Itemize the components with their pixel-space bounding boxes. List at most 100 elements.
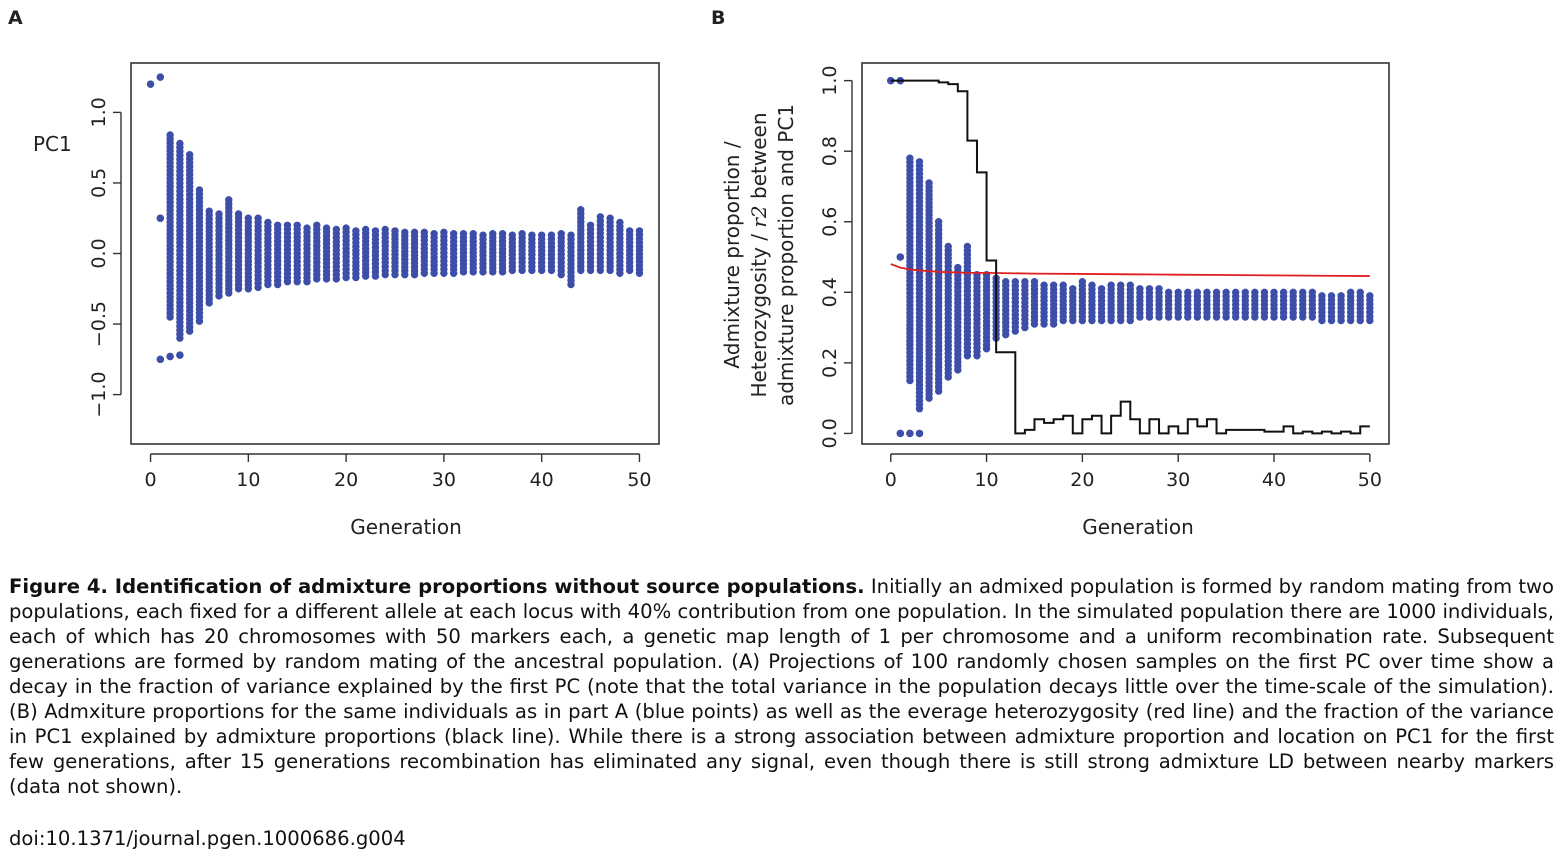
data-point [934,218,943,226]
x-tick-label: 50 [627,469,651,491]
data-point [1251,288,1259,297]
x-tick-label: 20 [334,469,358,491]
data-point [273,221,282,229]
data-point [156,355,165,364]
data-point [586,221,595,229]
x-tick-label: 0 [885,469,897,491]
panel-b-x-axis: 0 10 20 30 40 50 [885,453,1382,491]
data-point [1030,278,1039,286]
data-point [332,225,341,234]
panel-b-y-title-part-a: Heterozygosity / [747,228,771,398]
data-point [1059,281,1067,289]
data-point [440,228,448,237]
data-point [479,231,487,239]
data-point [944,242,952,251]
data-point [1299,288,1307,297]
data-point [381,225,389,234]
data-point [322,224,331,232]
data-point [1222,288,1230,297]
y-tick-label: 0.0 [88,238,110,268]
data-point [166,131,174,139]
data-point [459,230,468,238]
data-point [1049,281,1058,289]
data-point [469,230,477,238]
data-point [1346,288,1355,297]
data-point [1155,285,1163,293]
data-point [371,227,380,235]
data-point [567,231,575,239]
data-point [915,429,924,438]
data-point [963,242,972,251]
data-point [518,230,526,238]
data-point [264,218,272,227]
data-point [596,213,605,221]
data-point [1097,285,1106,293]
data-point [498,230,507,238]
data-point [1279,288,1288,297]
x-tick-label: 10 [974,469,998,491]
data-point [391,227,399,235]
y-tick-label: 0.6 [819,207,841,237]
panel-b-points [887,76,1374,438]
data-point [1356,288,1364,297]
data-point [925,179,933,187]
data-point [185,151,194,159]
panel-b-y-title-part-b: between [747,112,771,205]
data-point [537,231,546,239]
data-point [547,231,556,239]
data-point [1174,288,1182,297]
panel-b-y-title-line-3: admixture proportion and PC1 [774,104,798,406]
data-point [1212,288,1221,297]
heterozygosity-line [890,263,1370,277]
data-point [352,227,360,235]
data-point [342,224,350,232]
data-point [577,206,585,214]
r2-step-line [890,79,1370,435]
panel-a-plot-frame [130,62,660,445]
data-point [1145,285,1154,293]
figure-doi: doi:10.1371/journal.pgen.1000686.g004 [9,827,406,850]
data-point [1327,292,1336,300]
data-point [1002,278,1010,286]
panel-label-b: B [711,7,725,29]
data-point [283,221,292,229]
panel-a-y-axis-title: PC1 [33,132,72,156]
panel-b-y-title-part-r2: r2 [747,205,771,227]
data-point [1270,288,1278,297]
x-tick-label: 30 [1166,469,1190,491]
data-point [896,429,905,438]
data-point [215,210,223,218]
panel-b-y-axis-title: Admixture proportion / Heterozygosity / … [720,104,798,406]
panel-a-y-axis: −1.0 −0.5 0.0 0.5 1.0 [88,97,122,418]
data-point [1088,281,1096,289]
panel-b-x-axis-title: Generation [1082,515,1194,539]
data-point [244,214,253,222]
data-point [1184,288,1192,297]
data-point [1069,285,1077,293]
data-point [1337,292,1345,300]
data-point [1308,288,1317,297]
y-tick-label: 1.0 [88,97,110,127]
data-point [1318,292,1326,300]
data-point [606,214,614,222]
data-point [1126,281,1134,289]
data-point [430,230,438,238]
data-point [293,221,301,229]
data-point [410,228,419,237]
panel-a-x-axis-title: Generation [350,515,462,539]
data-point [1289,288,1297,297]
data-point [166,352,174,361]
panel-b-y-title-line-2: Heterozygosity / r2 between [747,112,771,397]
data-point [225,196,233,204]
data-point [205,207,213,215]
x-tick-label: 40 [1262,469,1286,491]
y-tick-label: 0.4 [819,277,841,307]
data-point [557,230,565,238]
data-point [1231,288,1240,297]
x-tick-label: 10 [236,469,260,491]
data-point [156,73,165,81]
data-point [303,224,311,232]
x-tick-label: 20 [1070,469,1094,491]
panel-b-plot-frame [861,62,1390,445]
y-tick-label: 0.0 [819,418,841,448]
